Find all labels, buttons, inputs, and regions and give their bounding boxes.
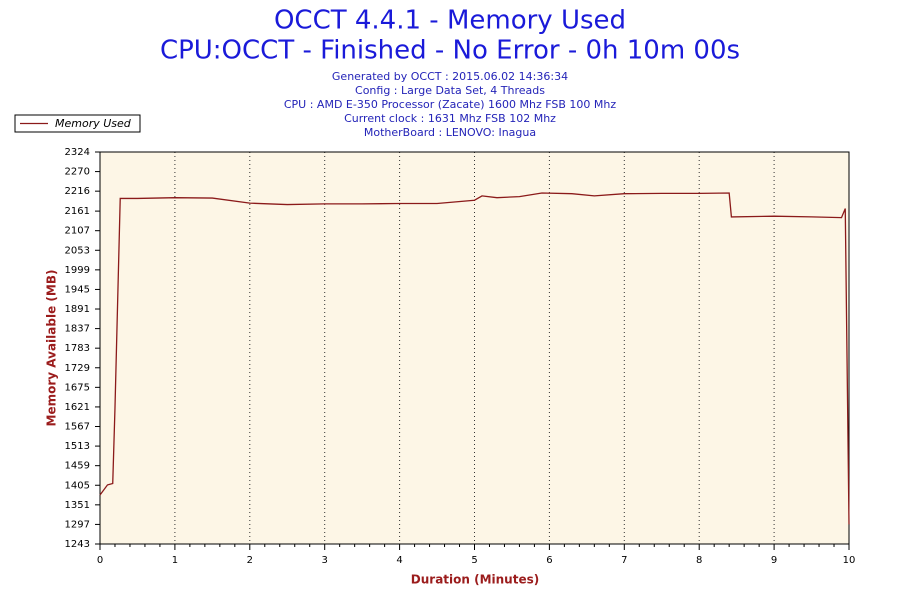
y-tick-label: 1729	[65, 363, 90, 374]
x-tick-label: 5	[471, 555, 477, 566]
y-tick-label: 1513	[65, 441, 90, 452]
y-tick-label: 1945	[65, 284, 90, 295]
y-tick-label: 2216	[65, 186, 90, 197]
x-tick-label: 0	[97, 555, 103, 566]
y-tick-label: 1567	[65, 422, 90, 433]
plot-frame	[99, 151, 850, 545]
legend-label: Memory Used	[55, 117, 132, 130]
y-tick-label: 1891	[65, 304, 90, 315]
y-tick-label: 1405	[65, 480, 90, 491]
y-tick-label: 1675	[65, 382, 90, 393]
y-tick-label: 1459	[65, 461, 90, 472]
info-line: Config : Large Data Set, 4 Threads	[355, 84, 545, 97]
y-tick-label: 1621	[65, 402, 90, 413]
y-axis-label: Memory Available (MB)	[45, 270, 59, 427]
x-tick-label: 3	[322, 555, 328, 566]
y-tick-label: 1297	[65, 519, 90, 530]
y-tick-label: 1783	[65, 343, 90, 354]
x-tick-label: 4	[396, 555, 402, 566]
y-tick-label: 1837	[65, 324, 90, 335]
y-tick-label: 2053	[65, 245, 90, 256]
chart-subtitle: CPU:OCCT - Finished - No Error - 0h 10m …	[160, 36, 740, 66]
y-tick-label: 2270	[65, 167, 90, 178]
x-tick-label: 7	[621, 555, 627, 566]
y-tick-label: 1351	[65, 500, 90, 511]
info-line: Current clock : 1631 Mhz FSB 102 Mhz	[344, 112, 556, 125]
y-tick-label: 1243	[65, 539, 90, 550]
legend-box	[14, 114, 141, 133]
y-tick-label: 2107	[65, 226, 90, 237]
x-tick-label: 8	[696, 555, 702, 566]
x-tick-label: 9	[771, 555, 777, 566]
data-line	[99, 192, 850, 525]
y-tick-label: 2324	[65, 147, 90, 158]
x-axis-label: Duration (Minutes)	[411, 573, 539, 587]
info-line: CPU : AMD E-350 Processor (Zacate) 1600 …	[284, 98, 616, 111]
info-line: MotherBoard : LENOVO: Inagua	[364, 126, 536, 139]
x-tick-label: 10	[843, 555, 856, 566]
chart-title: OCCT 4.4.1 - Memory Used	[274, 6, 626, 36]
x-tick-label: 2	[247, 555, 253, 566]
x-tick-label: 1	[172, 555, 178, 566]
info-line: Generated by OCCT : 2015.06.02 14:36:34	[332, 70, 568, 83]
x-tick-label: 6	[546, 555, 552, 566]
y-tick-label: 1999	[65, 265, 90, 276]
y-tick-label: 2161	[65, 206, 90, 217]
